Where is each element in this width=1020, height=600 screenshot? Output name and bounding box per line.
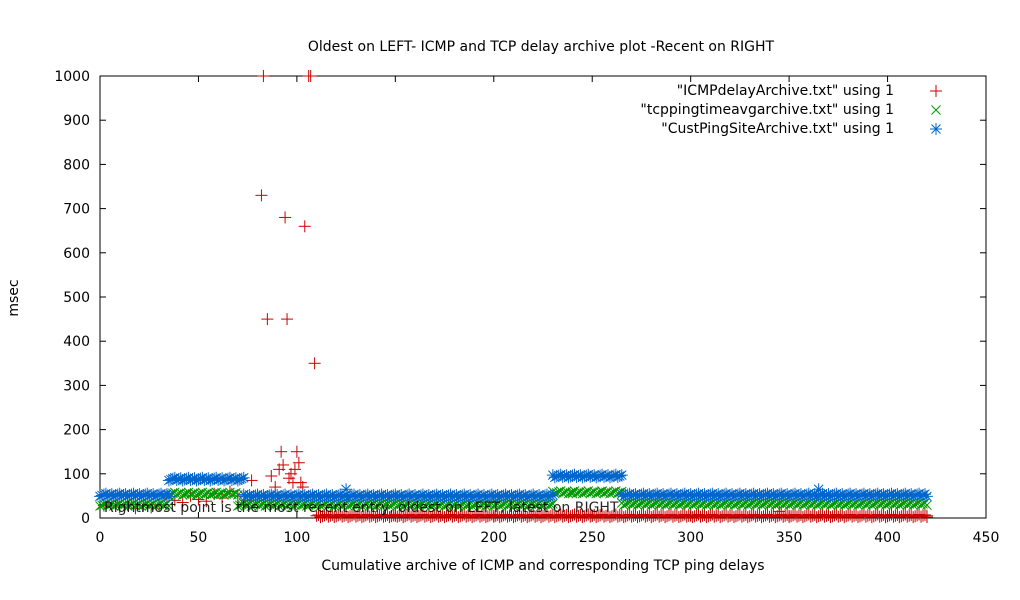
- series-markers: [97, 70, 933, 524]
- data-point: [547, 499, 558, 509]
- x-tick-label: 100: [284, 530, 311, 546]
- data-point: [281, 313, 294, 326]
- data-point: [613, 470, 626, 483]
- data-point: [389, 509, 402, 522]
- data-point: [298, 220, 311, 233]
- data-point: [245, 474, 258, 487]
- data-point: [881, 509, 894, 522]
- data-point: [340, 483, 353, 496]
- y-tick-label: 900: [63, 113, 90, 129]
- data-point: [237, 471, 250, 484]
- data-point: [546, 499, 556, 510]
- y-tick-label: 0: [81, 511, 90, 527]
- data-point: [257, 70, 270, 82]
- legend-marker: [930, 85, 942, 97]
- data-point: [773, 505, 786, 518]
- data-point: [279, 211, 292, 224]
- data-point: [164, 501, 174, 511]
- y-tick-label: 400: [63, 334, 90, 350]
- y-tick-label: 700: [63, 202, 90, 218]
- y-tick-label: 500: [63, 290, 90, 306]
- x-tick-label: 200: [480, 530, 507, 546]
- data-point: [487, 509, 500, 522]
- data-point: [290, 445, 303, 458]
- data-point: [277, 458, 290, 471]
- x-tick-label: 300: [677, 530, 704, 546]
- data-point: [597, 486, 607, 497]
- chart-title: Oldest on LEFT- ICMP and TCP delay archi…: [308, 39, 775, 55]
- y-tick-label: 300: [63, 378, 90, 394]
- x-tick-label: 50: [190, 530, 208, 546]
- data-point: [176, 496, 189, 509]
- series-markers: [94, 468, 933, 504]
- data-point: [160, 499, 170, 510]
- y-tick-label: 800: [63, 157, 90, 173]
- data-point: [314, 509, 327, 522]
- y-axis-label: msec: [6, 279, 22, 316]
- x-tick-label: 350: [776, 530, 803, 546]
- data-point: [615, 469, 628, 482]
- x-tick-label: 450: [973, 530, 1000, 546]
- legend: "ICMPdelayArchive.txt" using 1 "tcppingti…: [640, 83, 942, 137]
- legend-label: "tcppingtimeavgarchive.txt" using 1: [640, 102, 894, 118]
- data-point: [292, 456, 305, 469]
- data-point: [684, 509, 697, 522]
- x-tick-label: 150: [382, 530, 409, 546]
- data-point: [288, 463, 301, 476]
- y-tick-label: 100: [63, 467, 90, 483]
- annotation-text: Rightmost point is the most recent entry…: [104, 500, 619, 516]
- data-point: [562, 471, 575, 484]
- series-markers: [95, 486, 932, 511]
- plot-frame: [99, 75, 987, 519]
- y-tick-label: 600: [63, 246, 90, 262]
- legend-marker: [930, 123, 942, 135]
- y-tick-label: 200: [63, 423, 90, 439]
- axis-ticks: 0 50 100 150 200 250 300 350 400 450 0 100 200 300 400…: [54, 69, 999, 546]
- data-point: [235, 472, 248, 485]
- data-point: [783, 509, 796, 522]
- data-point: [812, 483, 825, 496]
- data-point: [544, 489, 557, 502]
- data-point: [546, 489, 559, 502]
- data-point: [255, 189, 268, 202]
- data-point: [275, 445, 288, 458]
- data-point: [920, 490, 933, 503]
- data-point: [265, 470, 278, 483]
- data-point: [304, 70, 317, 82]
- data-point: [231, 474, 244, 487]
- legend-label: "CustPingSiteArchive.txt" using 1: [661, 121, 894, 137]
- x-tick-label: 400: [874, 530, 901, 546]
- data-point: [229, 488, 239, 499]
- data-point: [308, 357, 321, 370]
- data-points: [94, 70, 933, 524]
- legend-label: "ICMPdelayArchive.txt" using 1: [677, 83, 894, 99]
- legend-marker: [931, 105, 941, 115]
- data-point: [162, 490, 175, 503]
- data-point: [586, 509, 599, 522]
- data-point: [920, 509, 933, 522]
- y-tick-label: 1000: [54, 69, 90, 85]
- data-point: [918, 499, 928, 509]
- data-point: [567, 488, 578, 499]
- data-point: [918, 508, 931, 521]
- data-point: [922, 500, 932, 511]
- x-tick-label: 250: [579, 530, 606, 546]
- data-point: [261, 313, 274, 326]
- x-tick-label: 0: [96, 530, 105, 546]
- x-axis-label: Cumulative archive of ICMP and correspon…: [321, 558, 764, 574]
